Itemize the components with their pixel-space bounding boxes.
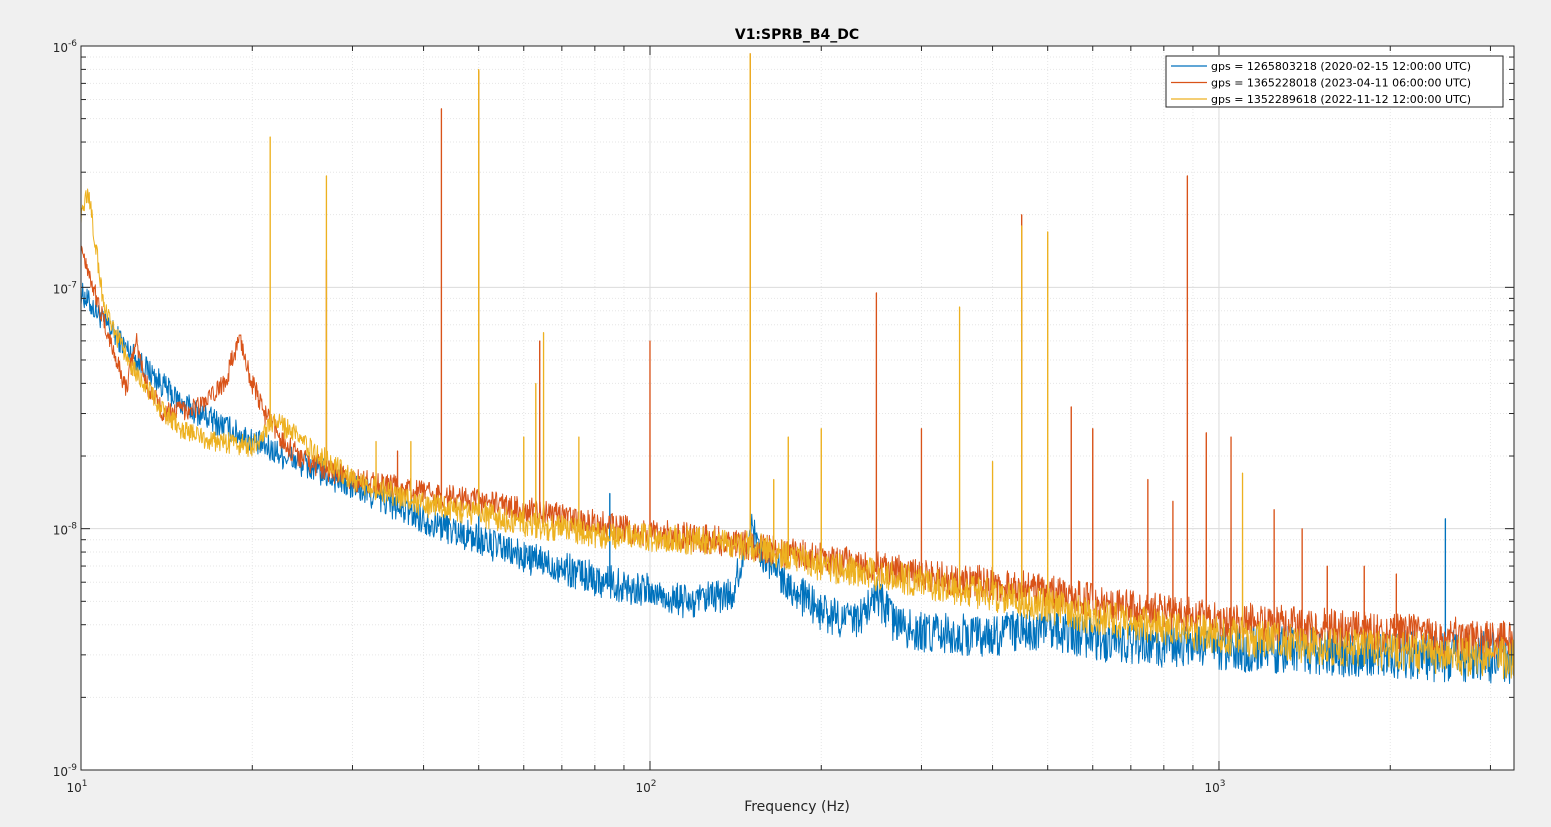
y-tick-label: 10-6 — [53, 39, 78, 55]
x-tick-label: 102 — [635, 779, 656, 795]
chart-title: V1:SPRB_B4_DC — [735, 27, 859, 43]
axis-ticks — [80, 45, 1514, 771]
series-line-3 — [81, 53, 1514, 680]
legend-box — [1165, 55, 1504, 108]
plot-area — [81, 46, 1514, 770]
y-tick-label: 10-7 — [53, 280, 77, 296]
legend-label-1: gps = 1265803218 (2020-02-15 12:00:00 UT… — [1211, 60, 1471, 73]
y-tick-label: 10-9 — [53, 763, 78, 779]
x-tick-label: 103 — [1204, 779, 1225, 795]
x-axis-label: Frequency (Hz) — [744, 799, 850, 815]
x-tick-label: 101 — [66, 779, 87, 795]
y-tick-label: 10-8 — [53, 522, 78, 538]
tick-labels: 101 102 103 10-9 10-8 10-7 10-6 — [53, 39, 1226, 795]
legend: gps = 1265803218 (2020-02-15 12:00:00 UT… — [1165, 55, 1504, 108]
series-layer — [81, 53, 1514, 684]
legend-label-3: gps = 1352289618 (2022-11-12 12:00:00 UT… — [1211, 93, 1471, 106]
legend-label-2: gps = 1365228018 (2023-04-11 06:00:00 UT… — [1211, 77, 1471, 90]
axes-box — [80, 45, 1515, 771]
